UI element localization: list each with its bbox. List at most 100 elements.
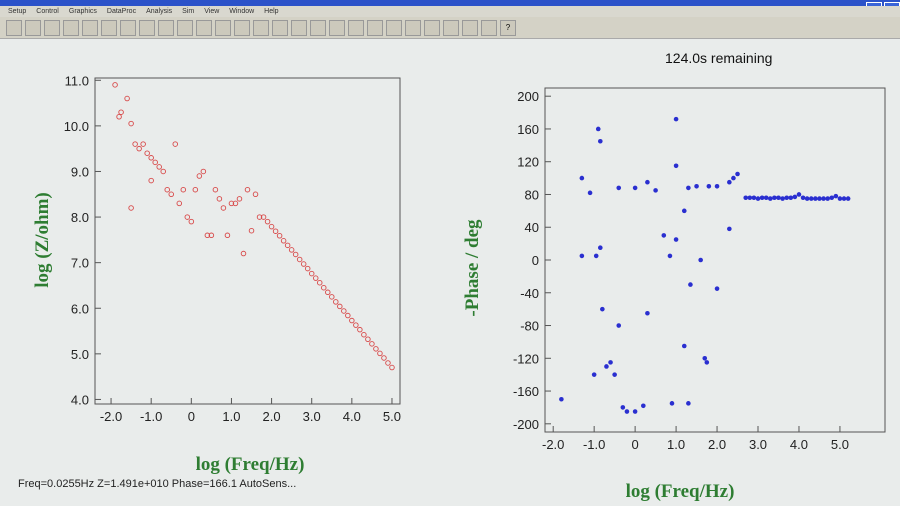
data-point	[681, 343, 687, 349]
data-point	[821, 196, 826, 201]
data-point	[184, 214, 191, 220]
data-point	[686, 185, 691, 191]
menu-sim[interactable]: Sim	[182, 8, 195, 15]
y-axis-label: -Phase / deg	[462, 219, 483, 317]
data-point	[124, 95, 130, 102]
data-point	[579, 253, 585, 259]
data-point	[116, 114, 122, 120]
chart-log-z: -2.0 -1.0 0 1.0 2.0 3.0 4.0 5.0 4.0 5.0 6.0 7.0 8.0 9…	[32, 73, 401, 475]
help-button[interactable]: ?	[500, 20, 516, 36]
data-point	[608, 360, 613, 365]
menu-bar: Setup Control Graphics DataProc Analysis Sim V…	[0, 6, 900, 17]
x-tick-label: 5.0	[831, 437, 849, 452]
toolbar-button[interactable]	[101, 20, 117, 36]
data-point	[731, 175, 736, 181]
data-point	[345, 312, 351, 319]
toolbar-button[interactable]	[6, 20, 22, 36]
menu-graphics[interactable]: Graphics	[68, 8, 97, 15]
menu-control[interactable]: Control	[36, 8, 59, 15]
toolbar-button[interactable]	[63, 20, 79, 36]
data-point	[292, 251, 299, 258]
data-point	[579, 175, 585, 181]
data-point	[632, 185, 638, 191]
data-point	[276, 233, 283, 239]
data-point	[620, 405, 626, 410]
menu-view[interactable]: View	[204, 8, 220, 15]
toolbar-button[interactable]	[82, 20, 98, 36]
data-point	[144, 150, 150, 156]
toolbar-button[interactable]	[234, 20, 250, 36]
data-point	[743, 195, 749, 201]
data-point	[591, 372, 597, 377]
data-point	[673, 116, 679, 122]
data-point	[598, 138, 603, 144]
data-point	[216, 196, 223, 202]
data-point	[645, 310, 650, 316]
data-point	[164, 186, 170, 193]
toolbar-button[interactable]	[348, 20, 364, 36]
y-tick-label: 40	[525, 220, 539, 235]
toolbar-button[interactable]	[139, 20, 155, 36]
toolbar-button[interactable]	[329, 20, 345, 36]
menu-help[interactable]: Help	[264, 8, 279, 15]
x-axis-label: log (Freq/Hz)	[626, 481, 735, 502]
toolbar-button[interactable]	[44, 20, 60, 36]
toolbar-button[interactable]	[272, 20, 288, 36]
data-point	[192, 186, 199, 193]
x-tick-label: -2.0	[542, 437, 564, 452]
menu-analysis[interactable]: Analysis	[146, 8, 173, 15]
data-point	[837, 196, 843, 201]
toolbar-button[interactable]	[405, 20, 421, 36]
menu-dataproc[interactable]: DataProc	[106, 8, 137, 15]
y-tick-label: -200	[513, 417, 539, 432]
toolbar-button[interactable]	[443, 20, 459, 36]
data-point	[180, 186, 187, 193]
toolbar-button[interactable]	[253, 20, 269, 36]
data-point	[706, 183, 712, 189]
y-tick-label: 10.0	[64, 119, 89, 134]
data-point	[673, 163, 679, 169]
data-point	[220, 205, 227, 211]
y-tick-label: -80	[520, 319, 539, 334]
data-point	[188, 218, 195, 225]
menu-window[interactable]: Window	[229, 8, 255, 15]
data-point	[118, 109, 124, 115]
toolbar-button[interactable]	[25, 20, 41, 36]
toolbar-button[interactable]	[196, 20, 212, 36]
data-point	[168, 191, 174, 198]
x-tick-label: 5.0	[383, 409, 401, 424]
data-point	[735, 171, 740, 177]
data-point	[788, 195, 794, 201]
data-point	[714, 183, 720, 189]
toolbar-button[interactable]	[310, 20, 326, 36]
data-point	[825, 196, 830, 201]
data-point	[200, 168, 207, 175]
data-point	[361, 331, 367, 338]
data-point	[312, 275, 319, 281]
data-point	[325, 289, 331, 296]
data-point	[369, 341, 375, 347]
data-point	[587, 190, 593, 196]
y-tick-label: -40	[520, 286, 539, 301]
data-point	[296, 256, 303, 263]
toolbar-button[interactable]	[386, 20, 402, 36]
toolbar-button[interactable]	[367, 20, 383, 36]
data-point	[160, 168, 166, 175]
toolbar-button[interactable]	[291, 20, 307, 36]
toolbar-button[interactable]	[177, 20, 193, 36]
y-tick-label: 5.0	[71, 347, 89, 362]
data-point	[800, 195, 806, 201]
menu-setup[interactable]: Setup	[8, 8, 27, 15]
toolbar-button[interactable]	[481, 20, 497, 36]
y-tick-label: 0	[532, 253, 539, 268]
toolbar-button[interactable]	[462, 20, 478, 36]
toolbar-button[interactable]	[158, 20, 174, 36]
data-point	[755, 196, 761, 201]
toolbar-button[interactable]	[215, 20, 231, 36]
toolbar-button[interactable]	[120, 20, 136, 36]
data-point	[751, 195, 757, 201]
data-point	[268, 223, 275, 230]
data-point	[645, 179, 650, 185]
toolbar-button[interactable]	[424, 20, 440, 36]
data-point	[702, 355, 708, 361]
